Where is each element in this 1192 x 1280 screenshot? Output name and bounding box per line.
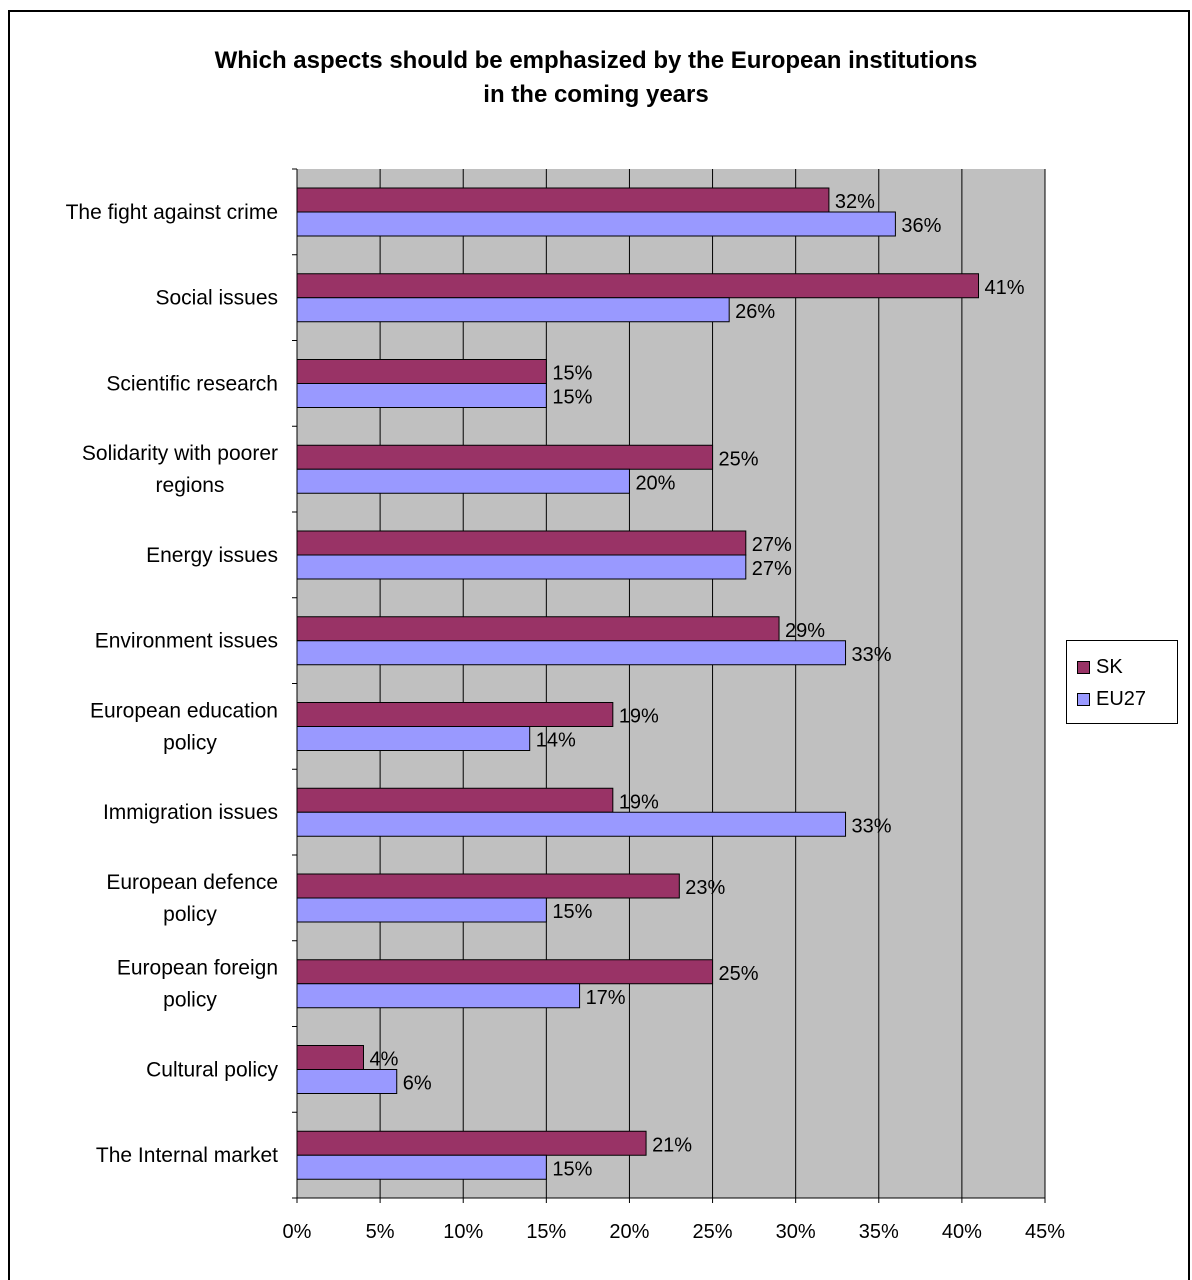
data-label-eu27-4: 27%: [752, 558, 792, 580]
legend-label-eu27: EU27: [1096, 687, 1147, 710]
data-label-eu27-5: 33%: [852, 644, 892, 666]
bar-sk-4: [296, 530, 747, 556]
x-tick-label: 25%: [693, 1221, 733, 1243]
data-label-sk-10: 4%: [369, 1049, 398, 1071]
data-label-sk-1: 41%: [985, 277, 1025, 299]
bar-sk-7: [296, 787, 614, 813]
data-label-sk-11: 21%: [652, 1134, 692, 1156]
category-label-0: The fight against crime: [66, 201, 278, 224]
data-label-eu27-11: 15%: [552, 1158, 592, 1180]
bar-sk-1: [296, 273, 980, 299]
bar-eu27-3: [296, 468, 630, 494]
x-tick-label: 45%: [1025, 1221, 1065, 1243]
data-label-sk-3: 25%: [719, 448, 759, 470]
bar-eu27-7: [296, 811, 847, 837]
data-label-eu27-10: 6%: [403, 1073, 432, 1095]
category-label-10: Cultural policy: [146, 1058, 278, 1081]
category-label-3: Solidarity with poorer: [82, 442, 278, 465]
category-label-4: Energy issues: [146, 544, 278, 567]
bar-eu27-2: [296, 383, 547, 408]
legend-item-eu27: EU27: [1077, 687, 1146, 711]
legend-swatch-eu27: [1077, 692, 1090, 706]
data-label-sk-2: 15%: [552, 363, 592, 385]
category-label-3: regions: [156, 474, 225, 497]
bar-sk-2: [296, 359, 547, 384]
category-label-11: The Internal market: [96, 1144, 278, 1167]
plot-area: [297, 169, 1045, 1198]
bar-eu27-1: [296, 297, 730, 323]
data-label-eu27-1: 26%: [735, 301, 775, 323]
data-label-sk-8: 23%: [685, 877, 725, 899]
category-label-9: policy: [163, 989, 217, 1012]
bar-sk-0: [296, 187, 830, 213]
legend-swatch-sk: [1077, 660, 1090, 674]
data-label-sk-7: 19%: [619, 791, 659, 813]
legend: SK EU27: [1066, 640, 1178, 724]
data-label-sk-5: 29%: [785, 620, 825, 642]
bar-eu27-4: [296, 554, 747, 580]
chart-title-line-1: Which aspects should be emphasized by th…: [214, 47, 978, 74]
data-label-eu27-9: 17%: [586, 987, 626, 1009]
data-label-eu27-8: 15%: [552, 901, 592, 923]
x-tick-label: 5%: [366, 1221, 395, 1243]
category-label-1: Social issues: [155, 287, 278, 310]
data-label-sk-6: 19%: [619, 706, 659, 728]
x-tick-label: 15%: [526, 1221, 566, 1243]
data-label-eu27-7: 33%: [852, 815, 892, 837]
x-tick-label: 35%: [859, 1221, 899, 1243]
bar-eu27-9: [296, 983, 581, 1009]
x-tick-label: 0%: [283, 1221, 312, 1243]
category-label-7: Immigration issues: [103, 801, 278, 824]
chart-title: Which aspects should be emphasized by th…: [0, 44, 1192, 112]
bar-sk-6: [296, 702, 614, 727]
data-label-eu27-3: 20%: [635, 472, 675, 494]
data-label-sk-4: 27%: [752, 534, 792, 556]
bar-eu27-0: [296, 211, 896, 237]
bar-sk-8: [296, 873, 680, 899]
bar-sk-9: [296, 959, 714, 985]
bar-sk-5: [296, 616, 780, 642]
legend-label-sk: SK: [1096, 655, 1123, 678]
x-tick-label: 10%: [443, 1221, 483, 1243]
bar-eu27-10: [296, 1069, 398, 1094]
data-label-eu27-6: 14%: [536, 730, 576, 752]
category-label-5: Environment issues: [95, 630, 278, 653]
category-label-9: European foreign: [117, 957, 278, 980]
data-label-eu27-2: 15%: [552, 387, 592, 409]
x-tick-label: 20%: [609, 1221, 649, 1243]
category-label-8: policy: [163, 903, 217, 926]
category-label-6: European education: [90, 699, 278, 722]
data-label-eu27-0: 36%: [901, 215, 941, 237]
chart-title-line-2: in the coming years: [483, 81, 709, 108]
category-label-2: Scientific research: [106, 372, 278, 395]
bar-eu27-6: [296, 726, 531, 751]
data-label-sk-9: 25%: [719, 963, 759, 985]
bar-eu27-5: [296, 640, 847, 666]
bar-sk-3: [296, 444, 714, 470]
bar-sk-11: [296, 1130, 647, 1156]
bar-eu27-8: [296, 897, 547, 923]
bar-eu27-11: [296, 1154, 547, 1180]
legend-item-sk: SK: [1077, 655, 1123, 679]
x-tick-label: 40%: [942, 1221, 982, 1243]
data-label-sk-0: 32%: [835, 191, 875, 213]
category-label-6: policy: [163, 731, 217, 754]
bar-sk-10: [296, 1045, 364, 1070]
category-label-8: European defence: [106, 871, 278, 894]
x-tick-label: 30%: [776, 1221, 816, 1243]
